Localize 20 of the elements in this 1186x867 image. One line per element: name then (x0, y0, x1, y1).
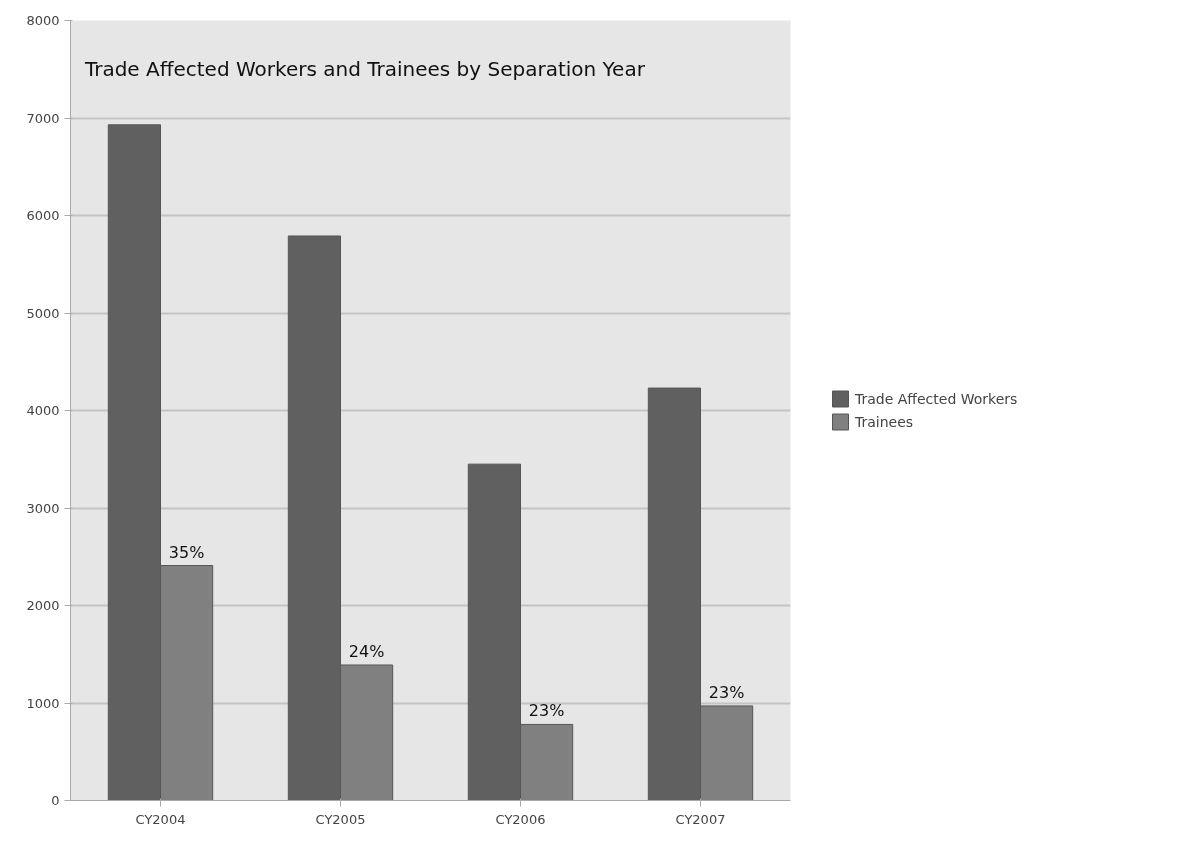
annotation: 23% (528, 701, 565, 721)
annotation: 23% (708, 682, 745, 702)
y-tick-label: 6000 (26, 208, 60, 223)
annotation: 35% (168, 542, 205, 562)
legend-label: Trade Affected Workers (855, 390, 1018, 407)
x-tick-label: CY2006 (495, 811, 546, 827)
y-tick-label: 2000 (26, 598, 60, 613)
x-tick-label: CY2007 (675, 811, 726, 827)
x-tick-label: CY2004 (135, 811, 186, 827)
y-tick-label: 8000 (26, 13, 60, 28)
y-tick-label: 3000 (26, 500, 60, 516)
y-tick-label: 5000 (26, 305, 60, 321)
text: Trade Affected Workers and Trainees by Separation Year (83, 56, 646, 81)
y-tick-label: 1000 (26, 695, 60, 711)
y-tick-label: 0 (51, 793, 60, 808)
legend-label: Trainees (855, 413, 914, 430)
x-tick-label: CY2005 (315, 811, 366, 827)
annotation: 24% (348, 641, 385, 661)
y-tick-label: 7000 (26, 110, 60, 126)
y-tick-label: 4000 (26, 403, 60, 418)
